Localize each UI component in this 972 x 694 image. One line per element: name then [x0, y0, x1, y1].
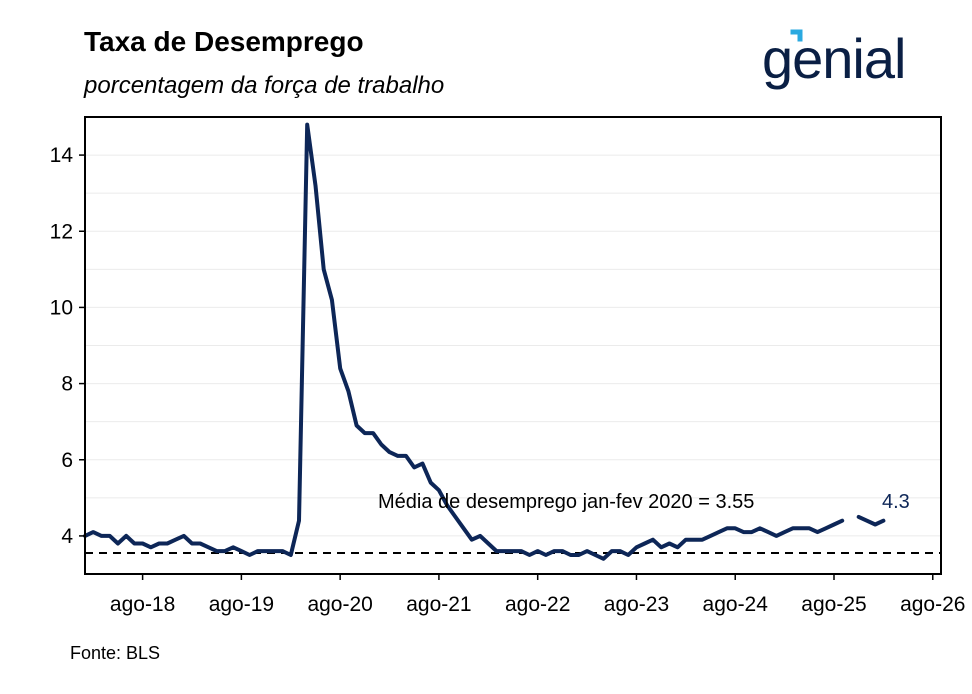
plot-border [84, 116, 942, 575]
series-layer [83, 122, 886, 561]
y-tick-label: 10 [50, 296, 73, 319]
genial-logo-image: genial [762, 27, 906, 90]
logo-accent-mark [790, 29, 803, 42]
source-note: Fonte: BLS [70, 643, 161, 663]
x-tick-label: ago-23 [604, 593, 669, 616]
x-tick-label: ago-25 [801, 593, 866, 616]
genial-logo: genial [760, 27, 950, 98]
logo-wordmark: genial [762, 28, 905, 90]
y-tick-label: 6 [61, 449, 73, 472]
chart-subtitle: porcentagem da força de trabalho [84, 72, 445, 99]
x-tick-label: ago-24 [703, 593, 769, 616]
x-tick-label: ago-22 [505, 593, 570, 616]
series-line-tail [856, 514, 886, 527]
last-value-label: 4.3 [882, 491, 910, 513]
x-tick-label: ago-21 [406, 593, 471, 616]
x-tick-label: ago-18 [110, 593, 175, 616]
x-tick-label: ago-20 [307, 593, 372, 616]
axis-layer: 4 6 8 10 12 14 ago-18 ago-19 ago-20 ago-21 ago-22 a… [50, 144, 966, 616]
y-tick-label: 14 [50, 144, 74, 167]
x-tick-label: ago-26 [900, 593, 965, 616]
y-tick-label: 8 [61, 373, 73, 396]
reference-line-label: Média de desemprego jan-fev 2020 = 3.55 [378, 491, 754, 513]
x-tick-label: ago-19 [209, 593, 274, 616]
y-tick-label: 12 [50, 220, 73, 243]
y-tick-label: 4 [61, 525, 73, 548]
series-line [83, 122, 845, 561]
chart-title: Taxa de Desemprego [84, 26, 364, 57]
